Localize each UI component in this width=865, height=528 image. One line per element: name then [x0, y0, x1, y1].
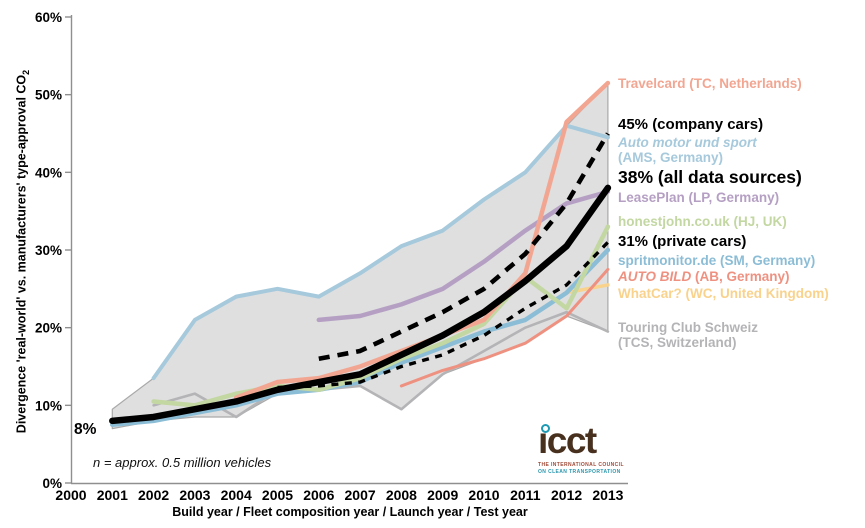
icct-logo: ıcct THE INTERNATIONAL COUNCIL ON CLEAN …	[538, 421, 648, 476]
x-tick-label: 2007	[345, 487, 376, 503]
y-tick-label: 60%	[35, 10, 62, 25]
chart-line-all-data-mean	[109, 184, 612, 425]
icct-logo-dot-icon	[541, 424, 550, 433]
chart-line-leaseplan	[316, 189, 611, 323]
x-tick-label: 2000	[55, 487, 86, 503]
chart-line-auto-bild	[399, 267, 610, 388]
y-axis-title: Divergence 'real-world' vs. manufacturer…	[15, 22, 32, 482]
x-tick-label: 2005	[262, 487, 293, 503]
start-value-label: 8%	[74, 421, 97, 438]
chart-line-touring-club-schweiz	[152, 310, 610, 419]
chart-line-auto-motor-und-sport	[151, 123, 610, 381]
chart-line-private-cars-mean	[277, 241, 610, 390]
chart-line-company-cars-mean	[318, 132, 610, 361]
y-tick-label: 50%	[35, 88, 62, 103]
y-tick-label: 20%	[35, 321, 62, 336]
icct-tagline-line1: THE INTERNATIONAL COUNCIL	[538, 462, 624, 468]
icct-tagline-line2: ON CLEAN TRANSPORTATION	[538, 469, 621, 475]
y-axis-title-text: Divergence 'real-world' vs. manufacturer…	[14, 74, 29, 434]
x-tick-label: 2013	[592, 487, 623, 503]
y-tick-label: 10%	[35, 398, 62, 413]
x-tick-label: 2006	[303, 487, 334, 503]
y-tick-label: 40%	[35, 165, 62, 180]
x-tick-label: 2012	[551, 487, 582, 503]
x-tick-label: 2003	[179, 487, 210, 503]
x-axis-title: Build year / Fleet composition year / La…	[172, 505, 528, 519]
chart-line-honestjohn	[151, 224, 611, 408]
y-tick-label: 0%	[42, 476, 62, 491]
icct-logo-text: ıcct	[538, 421, 648, 461]
x-tick-label: 2001	[97, 487, 128, 503]
x-tick-label: 2011	[510, 487, 541, 503]
y-tick-label: 30%	[35, 243, 62, 258]
x-tick-label: 2004	[221, 487, 252, 503]
x-tick-label: 2010	[468, 487, 499, 503]
sample-size-note: n = approx. 0.5 million vehicles	[93, 455, 272, 470]
x-tick-label: 2009	[427, 487, 458, 503]
x-tick-label: 2008	[386, 487, 417, 503]
icct-logo-tagline: THE INTERNATIONAL COUNCIL ON CLEAN TRANS…	[538, 462, 648, 476]
x-tick-label: 2002	[138, 487, 169, 503]
y-axis-title-subscript: 2	[21, 69, 31, 75]
